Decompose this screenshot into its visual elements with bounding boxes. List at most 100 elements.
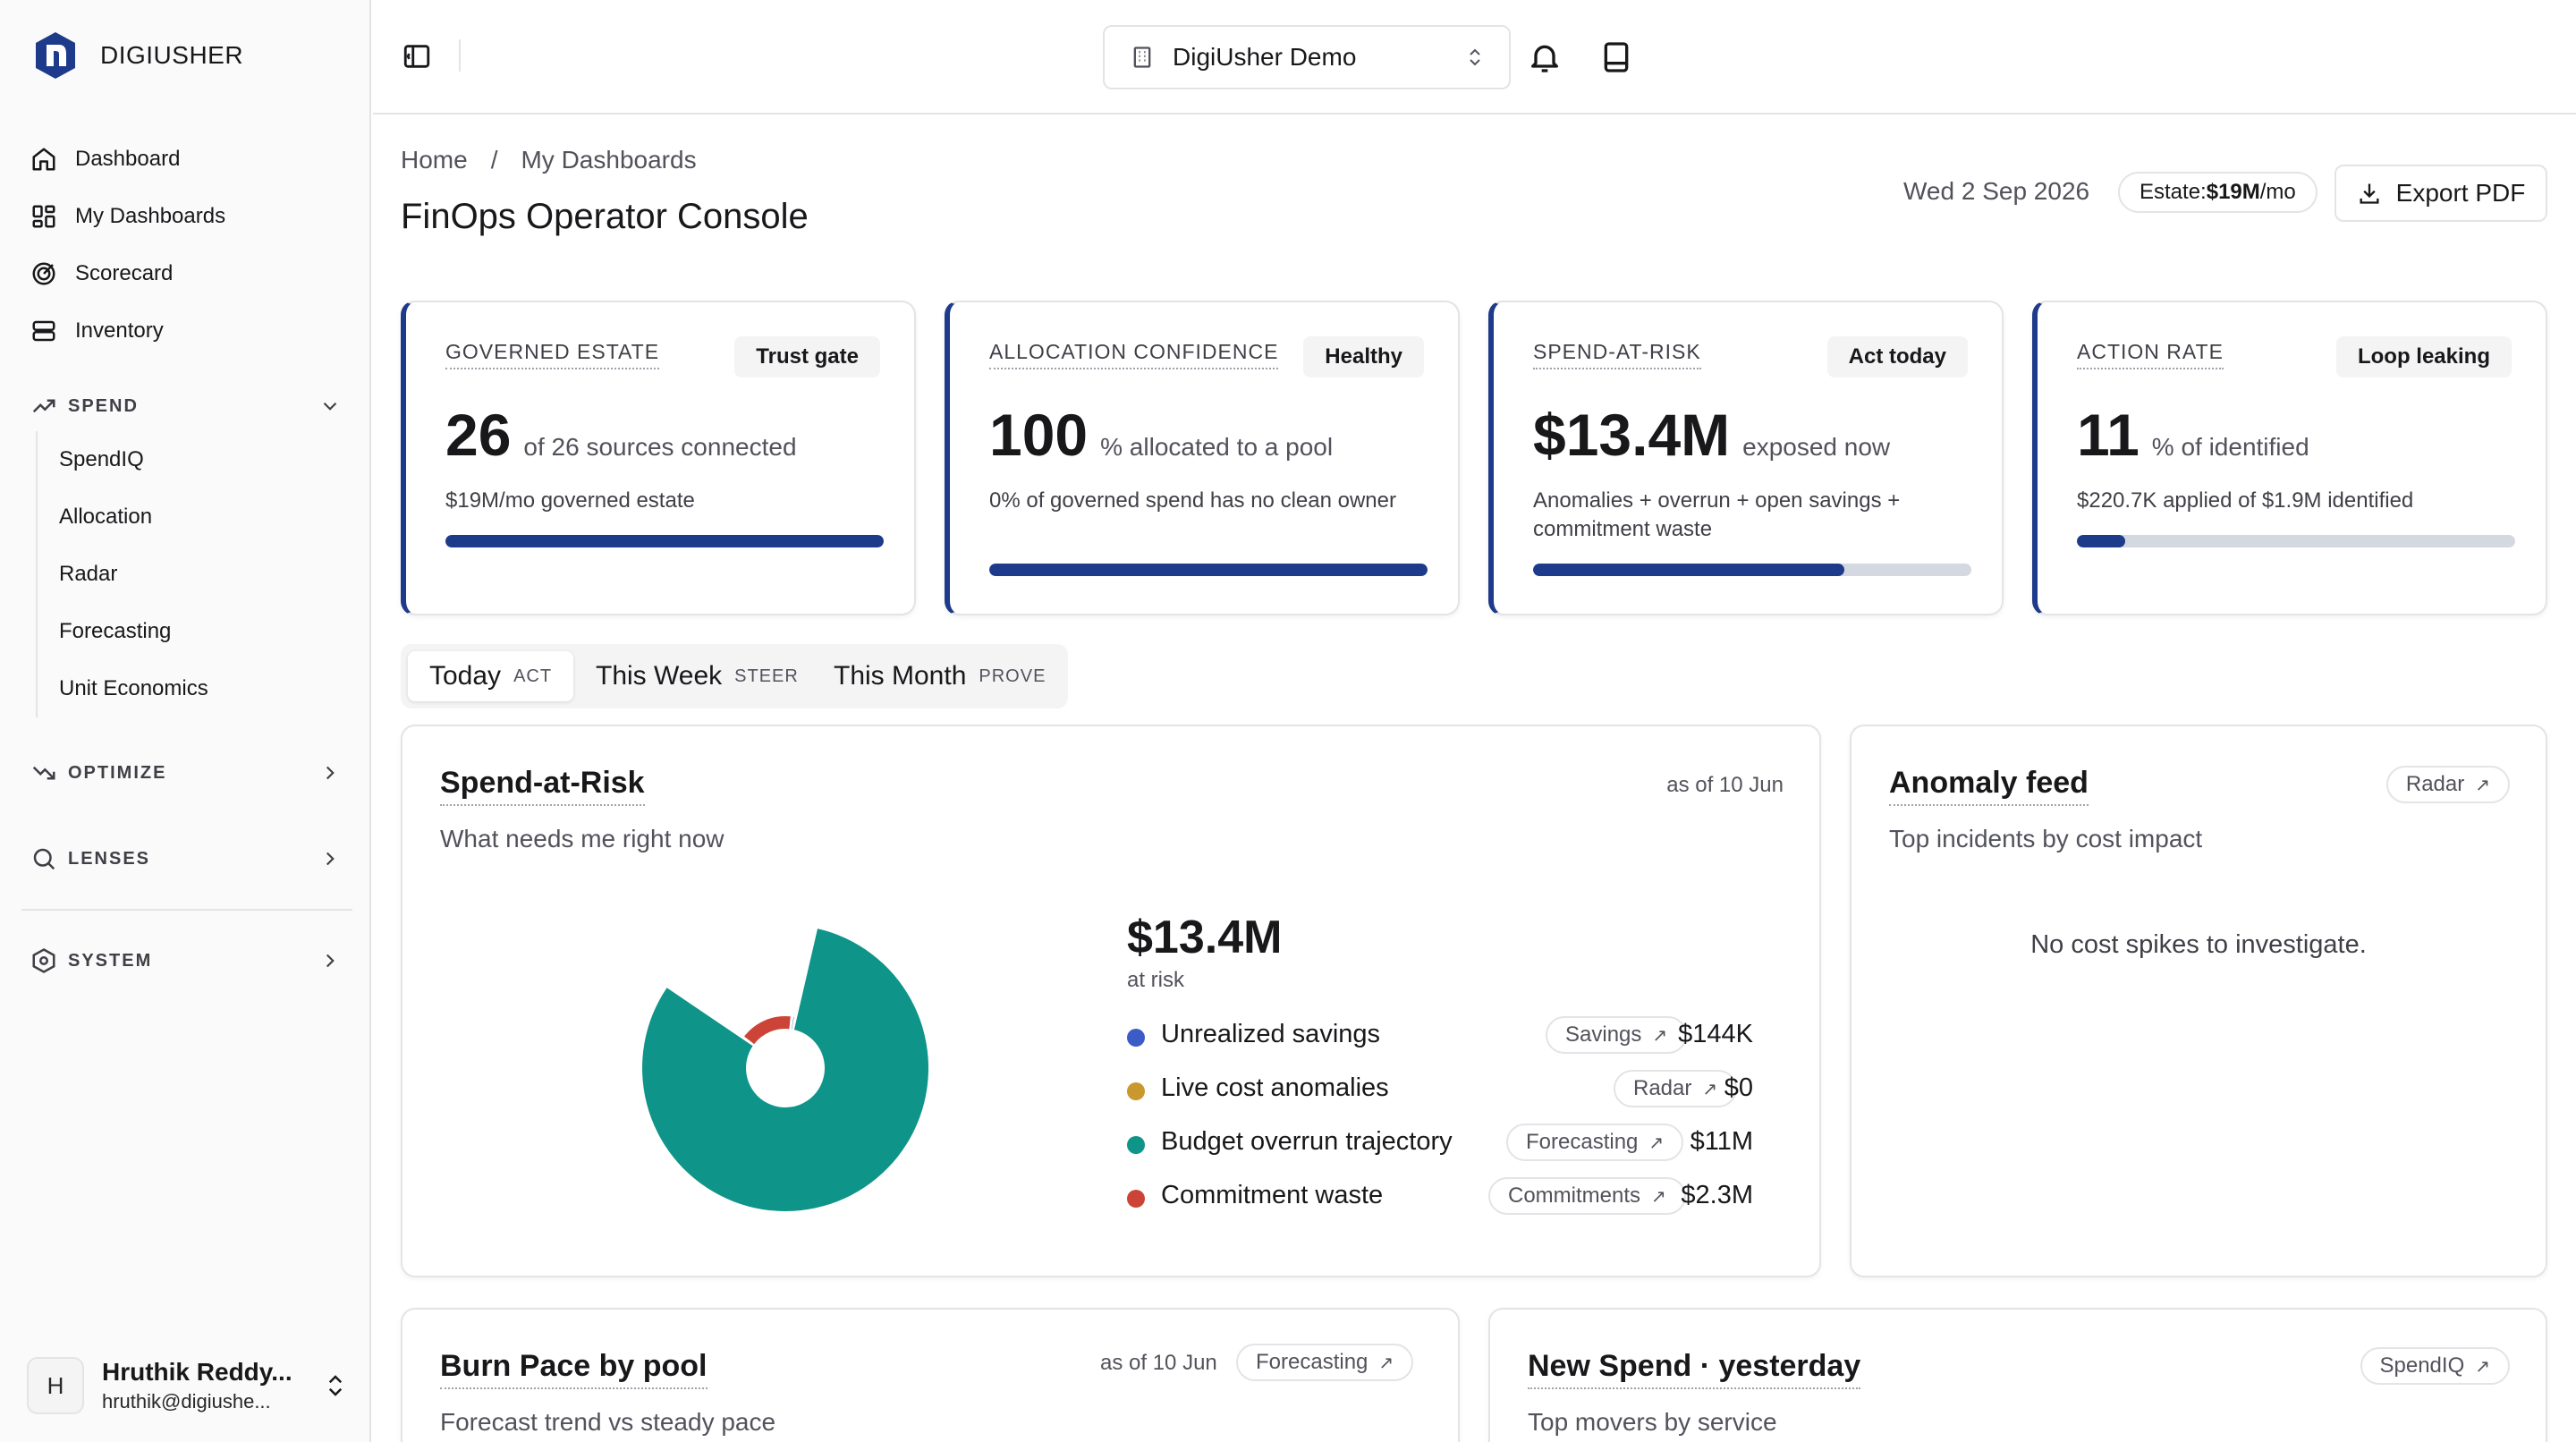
- kpi-progress-fill: [2077, 535, 2125, 547]
- user-name: Hruthik Reddy...: [102, 1358, 292, 1386]
- commitments-link[interactable]: Commitments ↗: [1488, 1177, 1686, 1215]
- subnav-item-radar[interactable]: Radar: [59, 562, 118, 586]
- subnav-item-unit-economics[interactable]: Unit Economics: [59, 676, 208, 700]
- donut-slice-unrealized-savings[interactable]: [792, 1016, 794, 1030]
- org-select-value: DigiUsher Demo: [1173, 43, 1357, 71]
- burn-pace-panel: Burn Pace by pool Forecast trend vs stea…: [401, 1308, 1460, 1442]
- section-spend[interactable]: SPEND: [30, 388, 342, 424]
- chevron-right-icon: [326, 954, 335, 968]
- donut-slice-commitment-waste[interactable]: [744, 1016, 791, 1045]
- forecasting-link[interactable]: Forecasting ↗: [1236, 1344, 1414, 1381]
- legend-dot: [1127, 1136, 1145, 1154]
- digiusher-logo-icon: [36, 32, 75, 79]
- tab-sublabel: STEER: [734, 666, 799, 686]
- org-select[interactable]: DigiUsher Demo: [1103, 25, 1511, 89]
- savings-link[interactable]: Savings ↗: [1546, 1016, 1688, 1054]
- nav-item-my-dashboards[interactable]: My Dashboards: [21, 188, 352, 245]
- chevron-right-icon: [326, 766, 335, 780]
- legend-dot: [1127, 1082, 1145, 1100]
- radar-link[interactable]: Radar ↗: [2385, 766, 2510, 803]
- sidebar-toggle-icon[interactable]: [402, 41, 432, 72]
- link-label: Radar: [2405, 772, 2465, 796]
- user-menu[interactable]: H Hruthik Reddy... hruthik@digiushe...: [27, 1351, 349, 1421]
- link-label: Forecasting: [1526, 1130, 1639, 1154]
- kpi-value: 11: [2077, 402, 2140, 468]
- breadcrumb-my-dashboards[interactable]: My Dashboards: [521, 146, 697, 174]
- as-of-date: as of 10 Jun: [1100, 1351, 1217, 1375]
- bell-icon[interactable]: [1527, 39, 1563, 75]
- spendiq-link[interactable]: SpendIQ ↗: [2360, 1347, 2510, 1385]
- nav-item-inventory[interactable]: Inventory: [21, 302, 352, 360]
- link-label: Forecasting: [1256, 1350, 1368, 1374]
- chevrons-up-down-icon: [328, 1375, 343, 1396]
- tab-today[interactable]: Today ACT: [408, 651, 574, 701]
- breadcrumb-home[interactable]: Home: [401, 146, 468, 174]
- kpi-description: Anomalies + overrun + open savings + com…: [1533, 488, 1901, 541]
- nav-item-label: Inventory: [75, 318, 164, 343]
- trending-up-icon: [32, 399, 55, 413]
- kpi-value-row: 11 % of identified: [2077, 401, 2309, 469]
- kpi-progress-fill: [445, 535, 884, 547]
- legend-dot: [1127, 1029, 1145, 1047]
- panel-title[interactable]: Burn Pace by pool: [440, 1349, 708, 1389]
- panel-title[interactable]: Spend-at-Risk: [440, 766, 645, 806]
- subnav-item-allocation[interactable]: Allocation: [59, 505, 153, 529]
- export-pdf-label: Export PDF: [2395, 179, 2526, 207]
- estate-suffix: /mo: [2259, 180, 2296, 204]
- kpi-label[interactable]: ALLOCATION CONFIDENCE: [989, 340, 1279, 369]
- kpi-card-governed-estate: GOVERNED ESTATE Trust gate 26 of 26 sourc…: [401, 301, 916, 615]
- section-system[interactable]: SYSTEM: [30, 943, 342, 979]
- book-icon[interactable]: [1598, 39, 1634, 75]
- arrow-up-right-icon: ↗: [2475, 775, 2490, 795]
- nav-item-dashboard[interactable]: Dashboard: [21, 131, 352, 188]
- section-lenses[interactable]: LENSES: [30, 841, 342, 877]
- nav-item-label: Scorecard: [75, 261, 174, 285]
- subnav-item-forecasting[interactable]: Forecasting: [59, 619, 172, 643]
- radar-link[interactable]: Radar ↗: [1614, 1070, 1738, 1107]
- settings-hexagon-icon: [32, 948, 55, 973]
- kpi-label[interactable]: SPEND-AT-RISK: [1533, 340, 1701, 369]
- nav-item-label: My Dashboards: [75, 204, 226, 228]
- link-label: Commitments: [1508, 1183, 1641, 1208]
- tab-this-week[interactable]: This Week STEER: [574, 651, 820, 701]
- brand-name: DIGIUSHER: [100, 41, 244, 69]
- kpi-label[interactable]: GOVERNED ESTATE: [445, 340, 660, 369]
- spend-at-risk-panel: Spend-at-Risk What needs me right now as…: [401, 725, 1821, 1277]
- trending-down-icon: [32, 766, 55, 780]
- tab-sublabel: PROVE: [979, 666, 1046, 686]
- risk-row-value: $2.3M: [1681, 1181, 1753, 1209]
- risk-row-commitment-waste: Commitment waste Commitments ↗ $2.3M: [1127, 1177, 1789, 1217]
- section-label: LENSES: [68, 848, 151, 869]
- kpi-progress-bar: [1533, 564, 1971, 576]
- panel-title[interactable]: New Spend · yesterday: [1528, 1349, 1861, 1389]
- arrow-up-right-icon: ↗: [1702, 1079, 1718, 1099]
- kpi-progress-bar: [445, 535, 884, 547]
- panel-title[interactable]: Anomaly feed: [1889, 766, 2089, 806]
- tab-this-month[interactable]: This Month PROVE: [812, 651, 1067, 701]
- risk-total: $13.4M: [1127, 912, 1283, 963]
- kpi-label[interactable]: ACTION RATE: [2077, 340, 2224, 369]
- tab-sublabel: ACT: [513, 666, 553, 686]
- nav-item-scorecard[interactable]: Scorecard: [21, 245, 352, 302]
- subnav-item-spendiq[interactable]: SpendIQ: [59, 447, 144, 471]
- section-optimize[interactable]: OPTIMIZE: [30, 755, 342, 791]
- brand[interactable]: DIGIUSHER: [34, 30, 243, 81]
- kpi-card-allocation-confidence: ALLOCATION CONFIDENCE Healthy 100 % alloc…: [945, 301, 1460, 615]
- panel-subtitle: Forecast trend vs steady pace: [440, 1408, 776, 1436]
- risk-row-live-cost-anomalies: Live cost anomalies Radar ↗ $0: [1127, 1070, 1789, 1109]
- link-label: Savings: [1565, 1022, 1642, 1047]
- risk-row-label: Budget overrun trajectory: [1161, 1127, 1453, 1156]
- arrow-up-right-icon: ↗: [1648, 1132, 1665, 1153]
- forecasting-link[interactable]: Forecasting ↗: [1506, 1124, 1684, 1161]
- export-pdf-button[interactable]: Export PDF: [2334, 165, 2547, 222]
- breadcrumb-separator: /: [490, 146, 498, 174]
- topbar: DigiUsher Demo: [373, 0, 2576, 115]
- risk-total-caption: at risk: [1127, 968, 1185, 992]
- kpi-progress-fill: [989, 564, 1428, 576]
- donut-slice-budget-overrun-trajectory[interactable]: [642, 929, 928, 1211]
- horizon-tabs: Today ACT This Week STEER This Month PROVE: [401, 644, 1068, 708]
- panel-subtitle: Top incidents by cost impact: [1889, 825, 2203, 852]
- page-title: FinOps Operator Console: [401, 197, 809, 236]
- kpi-description: 0% of governed spend has no clean owner: [989, 488, 1396, 513]
- arrow-up-right-icon: ↗: [1651, 1186, 1666, 1207]
